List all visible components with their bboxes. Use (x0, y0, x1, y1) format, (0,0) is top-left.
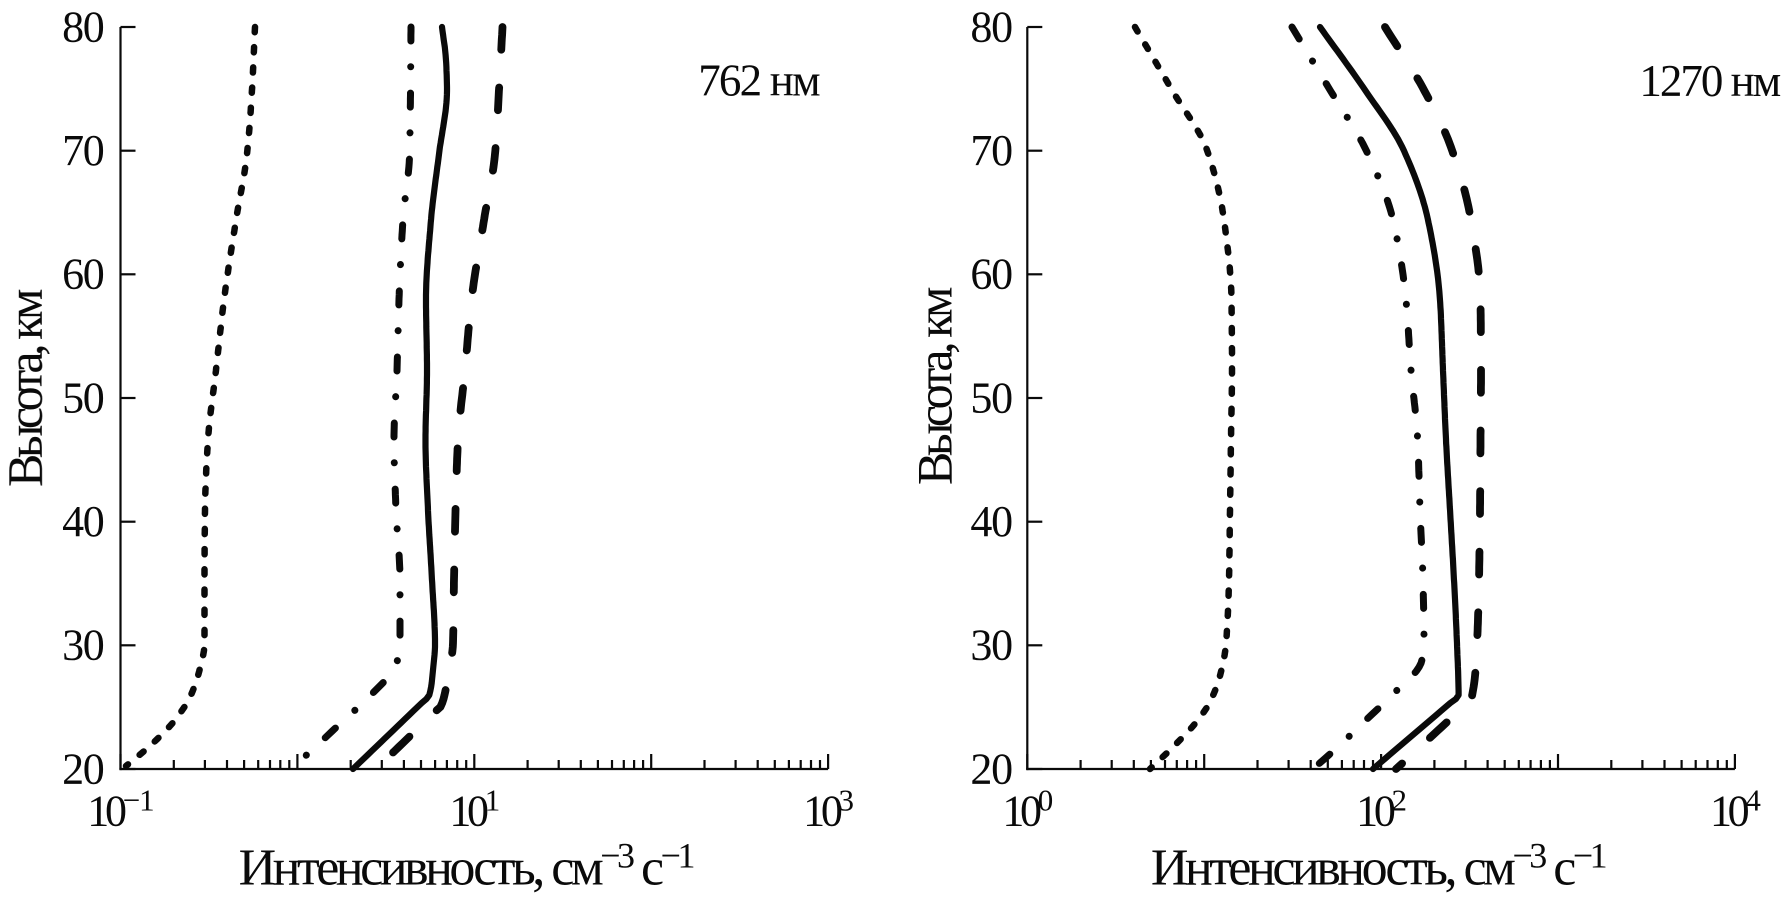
svg-text:20: 20 (970, 744, 1012, 793)
svg-text:70: 70 (970, 126, 1012, 175)
svg-text:40: 40 (970, 497, 1012, 546)
svg-text:Высота, км: Высота, км (906, 287, 962, 485)
svg-text:30: 30 (62, 621, 104, 670)
svg-text:80: 80 (62, 2, 104, 51)
svg-text:50: 50 (970, 373, 1012, 422)
svg-text:Высота, км: Высота, км (0, 289, 53, 487)
svg-text:762 нм: 762 нм (698, 56, 820, 106)
svg-text:1270 нм: 1270 нм (1639, 56, 1780, 106)
svg-text:20: 20 (62, 744, 104, 793)
svg-text:40: 40 (62, 497, 104, 546)
svg-text:70: 70 (62, 126, 104, 175)
svg-text:30: 30 (970, 621, 1012, 670)
svg-text:60: 60 (62, 250, 104, 299)
svg-text:60: 60 (970, 250, 1012, 299)
svg-text:50: 50 (62, 373, 104, 422)
svg-text:80: 80 (970, 2, 1012, 51)
